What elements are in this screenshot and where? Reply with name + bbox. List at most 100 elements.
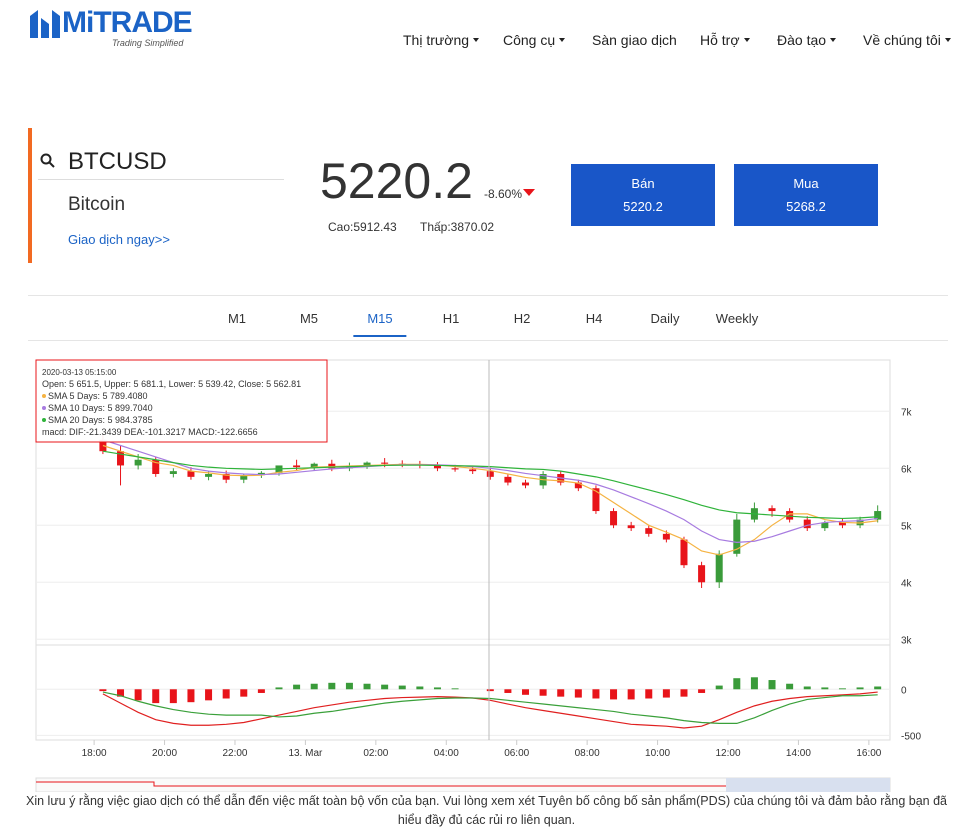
nav-item[interactable]: Về chúng tôi (863, 32, 951, 48)
y-tick-label: -500 (901, 731, 921, 742)
macd-bar (610, 689, 618, 700)
macd-bar (698, 689, 706, 693)
nav-item[interactable]: Hỗ trợ (700, 32, 750, 48)
dif-line (102, 691, 878, 729)
x-tick-label: 06:00 (504, 748, 529, 759)
candle-body (803, 519, 811, 529)
candle-body (240, 475, 248, 480)
macd-bar (821, 687, 829, 690)
divider (38, 179, 284, 180)
logo-icon (30, 10, 60, 38)
macd-bar (222, 689, 230, 699)
candle-body (345, 465, 353, 469)
price-change: -8.60% (484, 187, 536, 201)
macd-bar (856, 687, 864, 690)
tab[interactable]: M5 (299, 311, 319, 326)
candle-body (539, 474, 547, 486)
macd-bar (451, 688, 459, 690)
tooltip-box (35, 359, 328, 443)
macd-bar (398, 685, 406, 690)
tab[interactable]: H1 (442, 311, 460, 326)
macd-bar (345, 682, 353, 690)
macd-bar (768, 680, 776, 690)
search-icon[interactable] (40, 153, 56, 169)
legend-dot (42, 406, 46, 410)
nav-item[interactable]: Đào tạo (777, 32, 836, 48)
x-tick-label: 16:00 (856, 748, 881, 759)
macd-bar (275, 687, 283, 690)
candle-body (786, 511, 794, 520)
macd-bar (574, 689, 582, 698)
candle-body (451, 468, 459, 470)
candle-body (768, 508, 776, 512)
nav-item[interactable]: Thị trường (403, 32, 479, 48)
macd-bar (715, 685, 723, 690)
candle-body (433, 465, 441, 469)
tab[interactable]: Weekly (715, 311, 759, 326)
down-arrow (523, 189, 536, 196)
tab[interactable]: H4 (585, 311, 603, 326)
y-tick-label: 0 (901, 685, 907, 696)
symbol-code: BTCUSD (68, 148, 167, 175)
candle-body (293, 465, 301, 468)
macd-bar (117, 689, 125, 697)
candle-body (257, 472, 265, 476)
tabs-divider (28, 295, 948, 296)
candle-body (733, 519, 741, 554)
navigator-window (726, 778, 890, 792)
logo-text: MiTRADE (62, 6, 193, 39)
x-tick-label: 08:00 (575, 748, 600, 759)
btn-price: 5220.2 (623, 199, 663, 214)
candle-body (416, 464, 424, 466)
candle-body (222, 474, 230, 480)
y-tick-label: 7k (901, 407, 913, 418)
buy-button[interactable]: Mua 5268.2 (734, 164, 878, 226)
trade-link[interactable]: Giao dịch ngay>> (68, 232, 170, 247)
y-tick-label: 5k (901, 521, 913, 532)
macd-bar (733, 678, 741, 690)
candle-body (310, 463, 318, 468)
candle-body (662, 533, 670, 540)
sell-button[interactable]: Bán 5220.2 (571, 164, 715, 226)
candle-body (522, 482, 530, 486)
tab[interactable]: H2 (513, 311, 531, 326)
candle-body (715, 553, 723, 583)
sma-line (102, 450, 878, 520)
tab[interactable]: M1 (227, 311, 247, 326)
macd-bar (838, 688, 846, 690)
candle-body (698, 565, 706, 583)
x-tick-label: 22:00 (222, 748, 247, 759)
plot-frame (35, 359, 891, 741)
y-tick-label: 3k (901, 635, 913, 646)
candle-body (821, 522, 829, 529)
candle-body (574, 482, 582, 489)
legend-dot (42, 394, 46, 398)
legend-dot (42, 418, 46, 422)
price: 5220.2 (320, 153, 473, 209)
candle-body (627, 525, 635, 529)
candle-body (680, 539, 688, 566)
macd-bar (205, 689, 213, 701)
tab[interactable]: Daily (650, 311, 680, 326)
nav-item[interactable]: Sàn giao dịch (592, 32, 677, 48)
candle-body (205, 474, 213, 477)
candle-body (134, 459, 142, 466)
macd-bar (803, 686, 811, 690)
tooltip-line: macd: DIF:-21.3439 DEA:-101.3217 MACD:-1… (42, 427, 258, 437)
macd-bar (257, 689, 265, 693)
tooltip-line: SMA 10 Days: 5 899.7040 (48, 403, 153, 413)
candle-body (874, 511, 882, 520)
tooltip-line: SMA 5 Days: 5 789.4080 (48, 391, 148, 401)
macd-bar (99, 689, 107, 692)
candle-body (363, 462, 371, 466)
candle-body (187, 471, 195, 477)
candle-body (557, 474, 565, 483)
nav-item[interactable]: Công cụ (503, 32, 565, 48)
macd-bar (310, 683, 318, 690)
macd-bar (486, 689, 494, 692)
macd-bar (627, 689, 635, 700)
candle-body (750, 508, 758, 520)
tab[interactable]: M15 (353, 311, 407, 337)
x-tick-label: 18:00 (82, 748, 107, 759)
macd-bar (874, 686, 882, 690)
